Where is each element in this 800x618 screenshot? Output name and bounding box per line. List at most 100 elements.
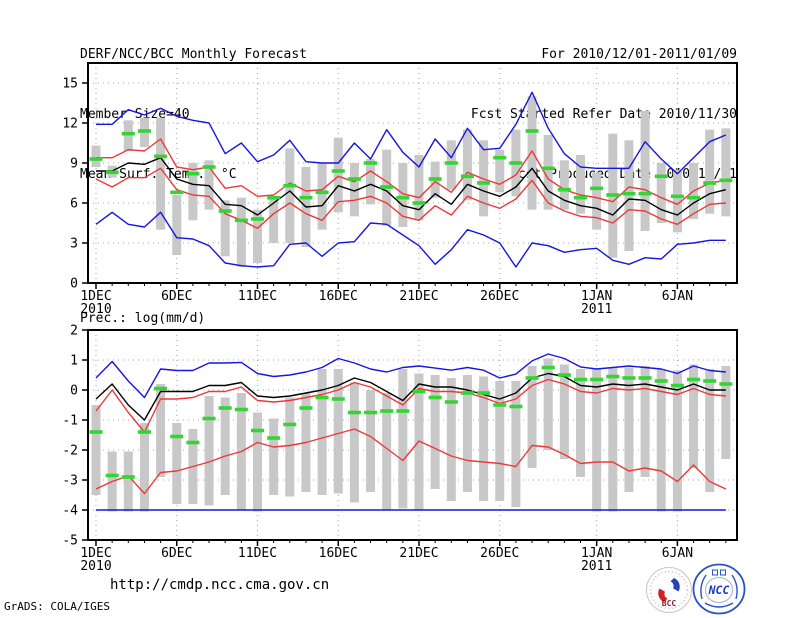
member-spread-bar [576, 369, 585, 477]
y-tick-label: 6 [70, 197, 78, 212]
bcc-logo-label: BCC [662, 599, 677, 608]
series-mean-plus-spread [95, 378, 726, 433]
ncc-globe [705, 577, 733, 603]
x-tick-label: 6DEC [161, 546, 192, 561]
series-mean-plus-spread [96, 138, 726, 206]
observation-dash [719, 178, 733, 183]
member-spread-bar [188, 163, 198, 221]
observation-dash [234, 218, 248, 223]
observation-dash [347, 177, 361, 181]
member-spread-bar [479, 376, 489, 501]
member-spread-bar [333, 369, 343, 494]
x-tick-label: 1DEC [80, 546, 111, 561]
observation-dash [315, 190, 329, 195]
observation-dash [493, 403, 507, 407]
observation-dash [251, 428, 264, 433]
member-spread-bar [543, 358, 553, 450]
member-spread-bar [123, 451, 133, 512]
member-spread-bar [156, 384, 166, 477]
x-tick-year-label: 2010 [80, 559, 111, 574]
x-tick-label: 26DEC [480, 289, 519, 304]
y-tick-label: -1 [62, 414, 78, 429]
observation-dash [331, 169, 345, 173]
bcc-logo: BCC [646, 567, 692, 613]
ncc-logo-circle [692, 563, 746, 615]
grads-credit: GrADS: COLA/IGES [4, 600, 110, 613]
observation-dash [364, 161, 378, 165]
observation-dash [218, 209, 232, 213]
x-tick-label: 11DEC [238, 546, 277, 561]
x-tick-year-label: 2010 [80, 302, 111, 317]
observation-dash [541, 365, 555, 370]
member-spread-bar [656, 163, 666, 223]
observation-dash [509, 404, 523, 409]
series-mean-minus-spread [95, 167, 726, 230]
observation-dash [202, 165, 216, 169]
observation-dash [622, 376, 636, 380]
observation-dash [186, 171, 200, 176]
observation-dash [234, 407, 248, 412]
ncc-wreath-right [731, 574, 738, 600]
member-spread-bar [414, 155, 424, 221]
member-spread-bar [608, 367, 618, 512]
y-tick-label: 0 [70, 384, 78, 399]
member-spread-bar [123, 120, 133, 151]
observation-dash [622, 191, 636, 196]
bcc-swirl-red [658, 588, 668, 602]
member-spread-bar [446, 378, 456, 501]
observation-dash [218, 406, 232, 410]
observation-dash [105, 170, 119, 175]
member-spread-bar [91, 405, 101, 495]
member-spread-bar [624, 140, 634, 251]
ncc-logo: NCC [692, 563, 746, 615]
observation-dash [687, 377, 701, 382]
observation-dash [331, 397, 345, 401]
member-spread-bar [285, 148, 295, 243]
observation-dash [590, 377, 604, 382]
member-spread-bar [559, 160, 569, 210]
observation-dash [347, 410, 361, 415]
series-ensemble-mean [95, 372, 726, 421]
y-tick-label: 12 [62, 117, 78, 132]
x-tick-label: 16DEC [319, 546, 358, 561]
observation-dash [654, 379, 668, 383]
x-tick-label: 6JAN [662, 289, 693, 304]
member-spread-bar [366, 159, 376, 205]
observation-dash [606, 193, 620, 197]
y-tick-label: -2 [62, 444, 78, 459]
observation-dash [606, 374, 620, 379]
ncc-wreath-left [700, 574, 707, 600]
member-spread-bar [220, 200, 230, 257]
member-spread-bar [382, 393, 392, 510]
observation-dash [428, 395, 442, 400]
x-tick-label: 21DEC [399, 289, 438, 304]
member-spread-bar [317, 163, 327, 230]
member-spread-bar [236, 197, 246, 267]
x-tick-label: 16DEC [319, 289, 358, 304]
observation-dash [137, 430, 151, 434]
observation-dash [396, 195, 410, 200]
member-spread-bar [446, 140, 456, 190]
member-spread-bar [689, 364, 699, 468]
observation-dash [444, 400, 458, 404]
member-spread-bar [91, 145, 101, 167]
x-tick-label: 21DEC [399, 546, 438, 561]
observation-dash [267, 195, 281, 200]
ncc-char-right [720, 569, 726, 576]
observation-dash [121, 131, 135, 136]
member-spread-bar [527, 96, 537, 210]
ncc-ribbon [704, 602, 734, 608]
observation-dash [170, 190, 184, 195]
member-spread-bar [559, 364, 569, 459]
member-spread-bar [543, 135, 553, 210]
member-spread-bar [462, 129, 472, 201]
source-url: http://cmdp.ncc.cma.gov.cn [110, 577, 330, 593]
series-ensemble-mean [96, 156, 727, 216]
member-spread-bar [672, 370, 682, 512]
member-spread-bar [527, 366, 537, 468]
observation-dash [670, 194, 684, 199]
observation-dash [525, 129, 539, 133]
